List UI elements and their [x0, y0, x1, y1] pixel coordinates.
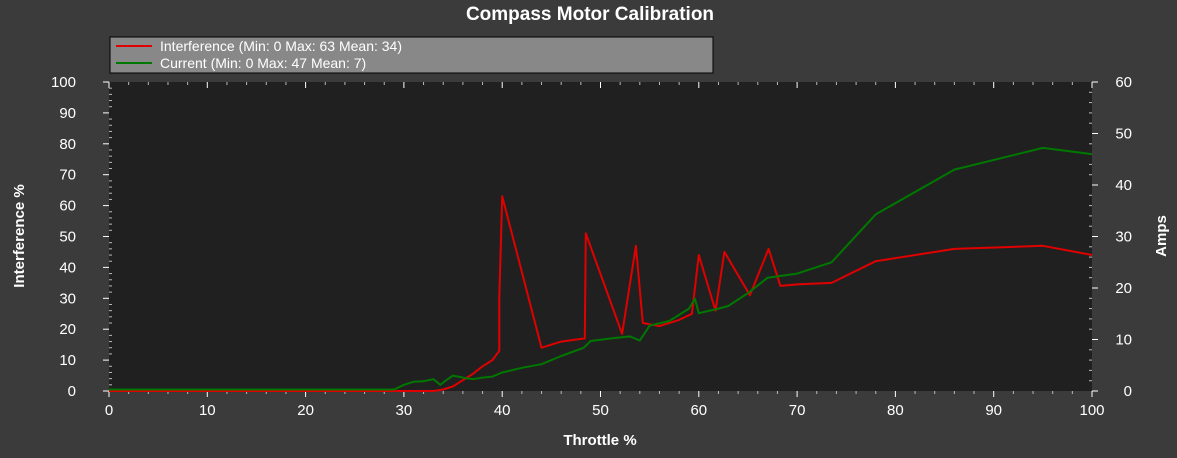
x-axis-title: Throttle %: [563, 432, 636, 449]
y2-tick-label: 30: [1115, 229, 1132, 246]
legend-label-interference: Interference (Min: 0 Max: 63 Mean: 34): [160, 38, 402, 54]
y-tick-label: 20: [59, 321, 76, 338]
x-tick-label: 10: [199, 402, 216, 419]
y2-axis-title: Amps: [1153, 215, 1170, 257]
y2-tick-label: 0: [1124, 383, 1132, 400]
x-tick-label: 80: [887, 402, 904, 419]
axes: 0 10 20 30 40 50 60 70 80 90 100010203040506070809…: [51, 74, 1132, 419]
y2-tick-label: 50: [1115, 126, 1132, 143]
x-tick-label: 0: [105, 402, 113, 419]
plot-area: [109, 82, 1092, 391]
chart-title: Compass Motor Calibration: [466, 4, 714, 25]
y2-tick-label: 60: [1115, 74, 1132, 91]
y-axis-title: Interference %: [11, 184, 28, 287]
y-tick-label: 100: [51, 74, 76, 91]
y-tick-label: 30: [59, 290, 76, 307]
current-series-line: [109, 146, 1093, 391]
x-tick-label: 60: [690, 402, 707, 419]
y2-tick-label: 10: [1115, 332, 1132, 349]
y2-tick-label: 20: [1115, 280, 1132, 297]
series-lines: [109, 146, 1093, 392]
y-tick-label: 80: [59, 136, 76, 153]
y-tick-label: 10: [59, 352, 76, 369]
legend-label-current: Current (Min: 0 Max: 47 Mean: 7): [160, 55, 366, 71]
x-tick-label: 50: [592, 402, 609, 419]
y-tick-label: 0: [68, 383, 76, 400]
y2-tick-label: 40: [1115, 177, 1132, 194]
y-tick-label: 40: [59, 259, 76, 276]
x-tick-label: 100: [1079, 402, 1104, 419]
x-tick-label: 40: [494, 402, 511, 419]
y-tick-label: 90: [59, 105, 76, 122]
y-tick-label: 50: [59, 229, 76, 246]
legend-box: [109, 36, 714, 74]
interference-series-line: [109, 195, 1093, 392]
legend: Interference (Min: 0 Max: 63 Mean: 34) C…: [109, 36, 714, 74]
x-tick-label: 20: [297, 402, 314, 419]
y-tick-label: 60: [59, 198, 76, 215]
y-tick-label: 70: [59, 167, 76, 184]
x-tick-label: 70: [789, 402, 806, 419]
x-tick-label: 90: [985, 402, 1002, 419]
x-tick-label: 30: [396, 402, 413, 419]
